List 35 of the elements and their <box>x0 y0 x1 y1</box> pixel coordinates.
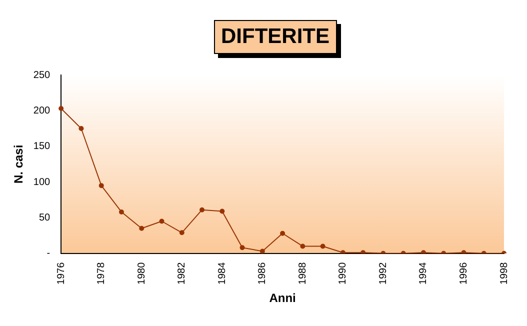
point <box>58 106 64 112</box>
x-tick-label: 1990 <box>338 262 349 285</box>
point <box>200 207 205 212</box>
point <box>240 245 245 250</box>
point <box>179 230 184 236</box>
y-tick-label: 200 <box>33 105 51 116</box>
x-tick-label: 1984 <box>216 262 228 285</box>
point <box>139 226 144 231</box>
x-tick-label: 1982 <box>176 262 188 285</box>
point <box>118 209 124 214</box>
y-tick-label: - <box>46 248 50 260</box>
x-tick-label: 1994 <box>418 262 430 285</box>
y-tick-label: 100 <box>33 176 51 188</box>
point <box>320 244 326 249</box>
y-axis-title: N. casi <box>12 144 26 184</box>
x-tick-label: 1988 <box>297 262 308 285</box>
x-tick-label: 1992 <box>378 262 389 285</box>
point <box>220 208 225 214</box>
point <box>260 248 265 254</box>
y-tick-label: 50 <box>38 212 51 224</box>
x-tick-label: 1996 <box>458 262 470 285</box>
x-tick-label: 1978 <box>96 262 108 285</box>
x-tick-label: 1980 <box>136 262 148 285</box>
point <box>159 218 164 224</box>
x-tick-label: 1976 <box>56 262 67 285</box>
point <box>78 126 84 132</box>
point <box>280 230 286 236</box>
point <box>98 183 104 188</box>
x-tick-label: 1986 <box>257 262 268 285</box>
y-tick-label: 150 <box>33 141 51 152</box>
chart-title: DIFTERITE <box>214 20 336 54</box>
x-axis-title: Anni <box>269 291 296 306</box>
y-tick-label: 250 <box>33 70 51 81</box>
point <box>300 244 306 249</box>
x-tick-label: 1998 <box>498 262 510 285</box>
